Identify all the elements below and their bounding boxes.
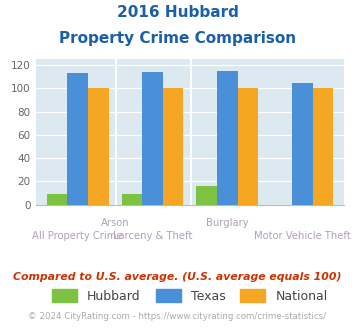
Bar <box>122 194 142 205</box>
Bar <box>88 88 109 205</box>
Legend: Hubbard, Texas, National: Hubbard, Texas, National <box>52 289 328 303</box>
Bar <box>142 72 163 205</box>
Bar <box>163 88 184 205</box>
Bar <box>196 186 217 205</box>
Bar <box>217 71 237 205</box>
Text: 2016 Hubbard: 2016 Hubbard <box>116 5 239 20</box>
Bar <box>292 82 312 205</box>
Text: Motor Vehicle Theft: Motor Vehicle Theft <box>254 231 351 241</box>
Text: Larceny & Theft: Larceny & Theft <box>113 231 192 241</box>
Bar <box>312 88 333 205</box>
Text: Burglary: Burglary <box>206 218 248 228</box>
Text: © 2024 CityRating.com - https://www.cityrating.com/crime-statistics/: © 2024 CityRating.com - https://www.city… <box>28 312 327 321</box>
Bar <box>47 194 67 205</box>
Bar <box>67 73 88 205</box>
Text: All Property Crime: All Property Crime <box>32 231 123 241</box>
Bar <box>237 88 258 205</box>
Text: Property Crime Comparison: Property Crime Comparison <box>59 31 296 46</box>
Text: Compared to U.S. average. (U.S. average equals 100): Compared to U.S. average. (U.S. average … <box>13 272 342 282</box>
Text: Arson: Arson <box>101 218 129 228</box>
